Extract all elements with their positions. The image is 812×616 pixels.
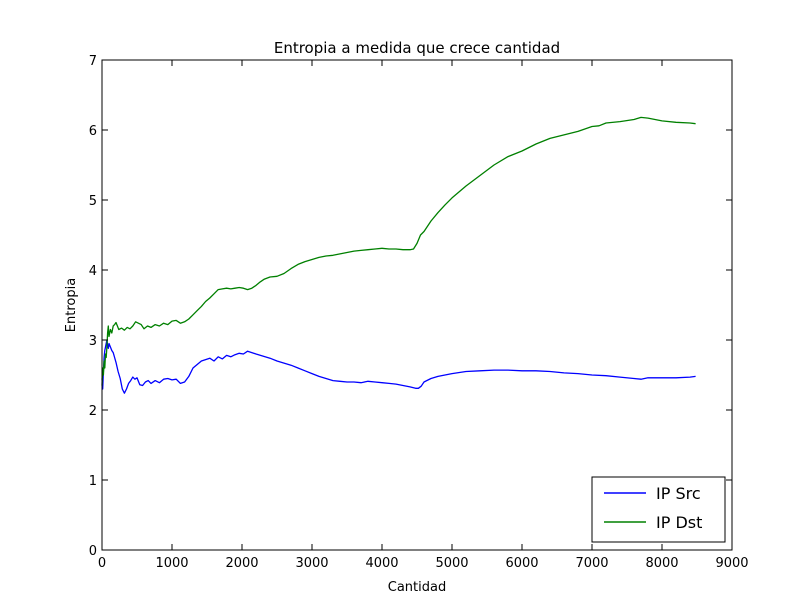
x-tick-label: 2000 <box>225 556 258 571</box>
y-tick-label: 2 <box>89 404 97 419</box>
y-tick-label: 6 <box>89 124 97 139</box>
y-tick-label: 4 <box>89 264 97 279</box>
legend-box <box>591 476 726 543</box>
chart-title: Entropia a medida que crece cantidad <box>274 39 560 57</box>
x-tick-label: 7000 <box>575 556 608 571</box>
series-line-ip-dst <box>101 116 696 386</box>
x-tick-label: 8000 <box>645 556 678 571</box>
legend-label-ip-src: IP Src <box>656 484 701 503</box>
x-axis-label: Cantidad <box>388 580 446 595</box>
legend-label-ip-dst: IP Dst <box>656 513 702 532</box>
x-tick-label: 4000 <box>365 556 398 571</box>
y-axis-label: Entropia <box>64 278 79 332</box>
y-tick-labels: 0 1 2 3 4 5 6 7 <box>89 54 97 559</box>
series-layer <box>101 116 696 394</box>
x-tick-label: 3000 <box>295 556 328 571</box>
y-tick-label: 3 <box>89 334 97 349</box>
x-tick-label: 0 <box>98 556 106 571</box>
plot-area <box>101 59 733 551</box>
plot-border <box>101 59 733 551</box>
x-tick-labels: 0 1000 2000 3000 4000 5000 6000 7000 8000 9000 <box>98 556 749 571</box>
y-tick-label: 5 <box>89 194 97 209</box>
x-tick-label: 9000 <box>715 556 748 571</box>
legend: IP Src IP Dst <box>591 476 726 543</box>
y-tick-label: 1 <box>89 474 97 489</box>
x-tick-label: 6000 <box>505 556 538 571</box>
x-tick-label: 1000 <box>155 556 188 571</box>
plot-frame <box>102 60 732 550</box>
x-tick-label: 5000 <box>435 556 468 571</box>
y-tick-label: 7 <box>89 54 97 69</box>
tick-layer <box>101 59 733 551</box>
series-line-ip-src <box>101 339 696 394</box>
y-tick-label: 0 <box>89 544 97 559</box>
